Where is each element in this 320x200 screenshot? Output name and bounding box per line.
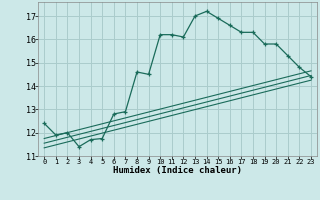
X-axis label: Humidex (Indice chaleur): Humidex (Indice chaleur) [113, 166, 242, 175]
